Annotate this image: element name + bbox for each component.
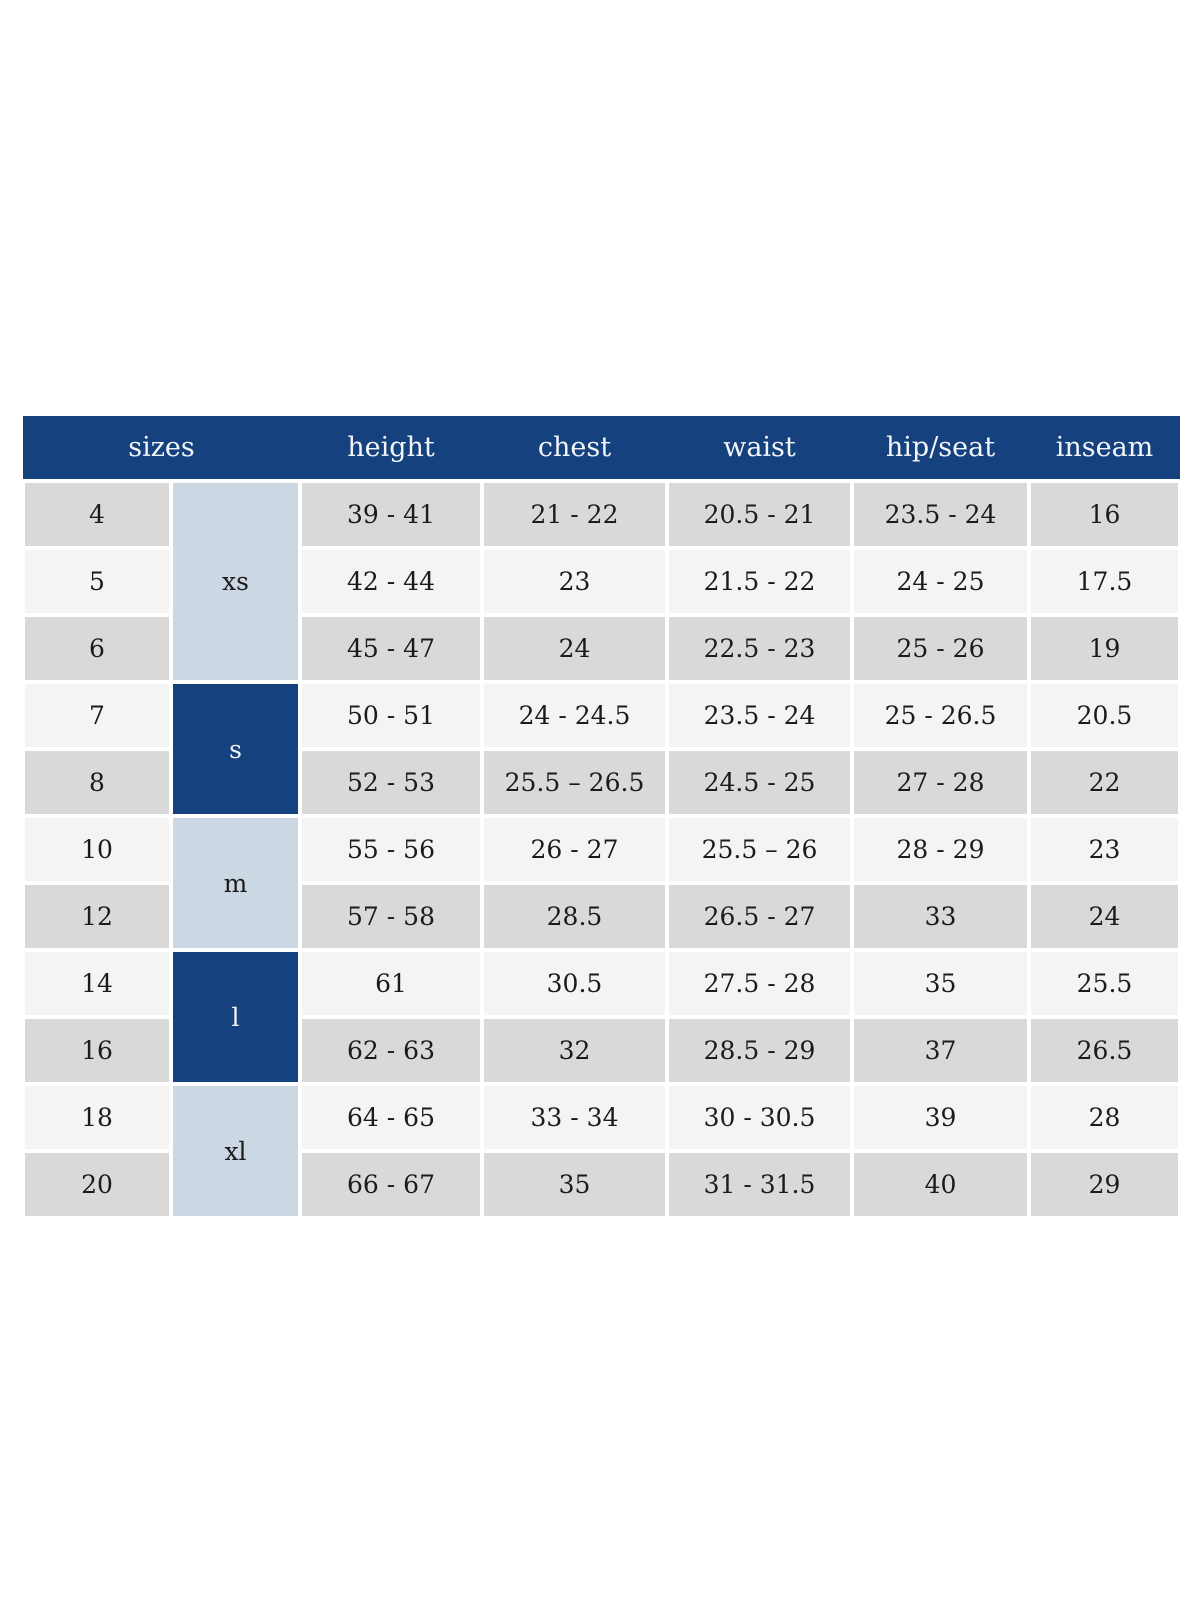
size-group-cell: s <box>171 682 300 816</box>
waist-cell: 26.5 - 27 <box>667 883 852 950</box>
table-row: 14 l 61 30.5 27.5 - 28 35 25.5 <box>23 950 1180 1084</box>
hip-seat-cell: 33 <box>852 883 1029 950</box>
inseam-cell: 26.5 <box>1029 1017 1180 1084</box>
height-cell: 61 <box>300 950 482 1017</box>
size-cell: 20 <box>23 1151 171 1218</box>
column-header-waist: waist <box>667 416 852 481</box>
hip-seat-cell: 40 <box>852 1151 1029 1218</box>
hip-seat-cell: 39 <box>852 1084 1029 1151</box>
column-header-sizes: sizes <box>23 416 300 481</box>
size-chart-body: 4 xs 39 - 41 21 - 22 20.5 - 21 23.5 - 24 16 5 42… <box>23 481 1180 1218</box>
waist-cell: 20.5 - 21 <box>667 481 852 548</box>
height-cell: 45 - 47 <box>300 615 482 682</box>
inseam-cell: 16 <box>1029 481 1180 548</box>
table-row: 7 s 50 - 51 24 - 24.5 23.5 - 24 25 - 26.5 20.5 <box>23 682 1180 816</box>
waist-cell: 31 - 31.5 <box>667 1151 852 1218</box>
size-cell: 10 <box>23 816 171 883</box>
size-cell: 16 <box>23 1017 171 1084</box>
chest-cell: 26 - 27 <box>482 816 667 883</box>
size-cell: 7 <box>23 682 171 749</box>
chest-cell: 24 <box>482 615 667 682</box>
chest-cell: 32 <box>482 1017 667 1084</box>
table-row: 10 m 55 - 56 26 - 27 25.5 – 26 28 - 29 23 <box>23 816 1180 950</box>
waist-cell: 24.5 - 25 <box>667 749 852 816</box>
table-row: 16 62 - 63 32 28.5 - 29 37 26.5 <box>23 1017 1180 1084</box>
height-cell: 57 - 58 <box>300 883 482 950</box>
hip-seat-cell: 25 - 26 <box>852 615 1029 682</box>
table-row: 18 xl 64 - 65 33 - 34 30 - 30.5 39 28 <box>23 1084 1180 1218</box>
chest-cell: 30.5 <box>482 950 667 1017</box>
size-cell: 5 <box>23 548 171 615</box>
chest-cell: 24 - 24.5 <box>482 682 667 749</box>
waist-cell: 21.5 - 22 <box>667 548 852 615</box>
height-cell: 62 - 63 <box>300 1017 482 1084</box>
height-cell: 55 - 56 <box>300 816 482 883</box>
hip-seat-cell: 28 - 29 <box>852 816 1029 883</box>
column-header-hip-seat: hip/seat <box>852 416 1029 481</box>
waist-cell: 23.5 - 24 <box>667 682 852 749</box>
height-cell: 64 - 65 <box>300 1084 482 1151</box>
hip-seat-cell: 24 - 25 <box>852 548 1029 615</box>
hip-seat-cell: 37 <box>852 1017 1029 1084</box>
header-row: sizes height chest waist hip/seat inseam <box>23 416 1180 481</box>
hip-seat-cell: 35 <box>852 950 1029 1017</box>
height-cell: 42 - 44 <box>300 548 482 615</box>
chest-cell: 35 <box>482 1151 667 1218</box>
height-cell: 66 - 67 <box>300 1151 482 1218</box>
chest-cell: 21 - 22 <box>482 481 667 548</box>
size-group-cell: l <box>171 950 300 1084</box>
height-cell: 39 - 41 <box>300 481 482 548</box>
size-cell: 6 <box>23 615 171 682</box>
table-row: 12 57 - 58 28.5 26.5 - 27 33 24 <box>23 883 1180 950</box>
inseam-cell: 25.5 <box>1029 950 1180 1017</box>
waist-cell: 28.5 - 29 <box>667 1017 852 1084</box>
size-cell: 18 <box>23 1084 171 1151</box>
waist-cell: 25.5 – 26 <box>667 816 852 883</box>
waist-cell: 27.5 - 28 <box>667 950 852 1017</box>
height-cell: 50 - 51 <box>300 682 482 749</box>
inseam-cell: 19 <box>1029 615 1180 682</box>
table-row: 5 42 - 44 23 21.5 - 22 24 - 25 17.5 <box>23 548 1180 615</box>
inseam-cell: 28 <box>1029 1084 1180 1151</box>
inseam-cell: 29 <box>1029 1151 1180 1218</box>
column-header-height: height <box>300 416 482 481</box>
waist-cell: 22.5 - 23 <box>667 615 852 682</box>
inseam-cell: 22 <box>1029 749 1180 816</box>
inseam-cell: 23 <box>1029 816 1180 883</box>
size-group-cell: xl <box>171 1084 300 1218</box>
size-cell: 8 <box>23 749 171 816</box>
chest-cell: 28.5 <box>482 883 667 950</box>
waist-cell: 30 - 30.5 <box>667 1084 852 1151</box>
table-row: 20 66 - 67 35 31 - 31.5 40 29 <box>23 1151 1180 1218</box>
chest-cell: 23 <box>482 548 667 615</box>
hip-seat-cell: 27 - 28 <box>852 749 1029 816</box>
chest-cell: 33 - 34 <box>482 1084 667 1151</box>
column-header-inseam: inseam <box>1029 416 1180 481</box>
size-cell: 14 <box>23 950 171 1017</box>
size-cell: 12 <box>23 883 171 950</box>
hip-seat-cell: 25 - 26.5 <box>852 682 1029 749</box>
size-cell: 4 <box>23 481 171 548</box>
size-chart-table: sizes height chest waist hip/seat inseam… <box>23 416 1180 1218</box>
size-group-cell: xs <box>171 481 300 682</box>
table-row: 8 52 - 53 25.5 – 26.5 24.5 - 25 27 - 28 22 <box>23 749 1180 816</box>
table-row: 4 xs 39 - 41 21 - 22 20.5 - 21 23.5 - 24 16 <box>23 481 1180 682</box>
hip-seat-cell: 23.5 - 24 <box>852 481 1029 548</box>
size-group-cell: m <box>171 816 300 950</box>
chest-cell: 25.5 – 26.5 <box>482 749 667 816</box>
column-header-chest: chest <box>482 416 667 481</box>
inseam-cell: 24 <box>1029 883 1180 950</box>
height-cell: 52 - 53 <box>300 749 482 816</box>
table-row: 6 45 - 47 24 22.5 - 23 25 - 26 19 <box>23 615 1180 682</box>
inseam-cell: 17.5 <box>1029 548 1180 615</box>
inseam-cell: 20.5 <box>1029 682 1180 749</box>
